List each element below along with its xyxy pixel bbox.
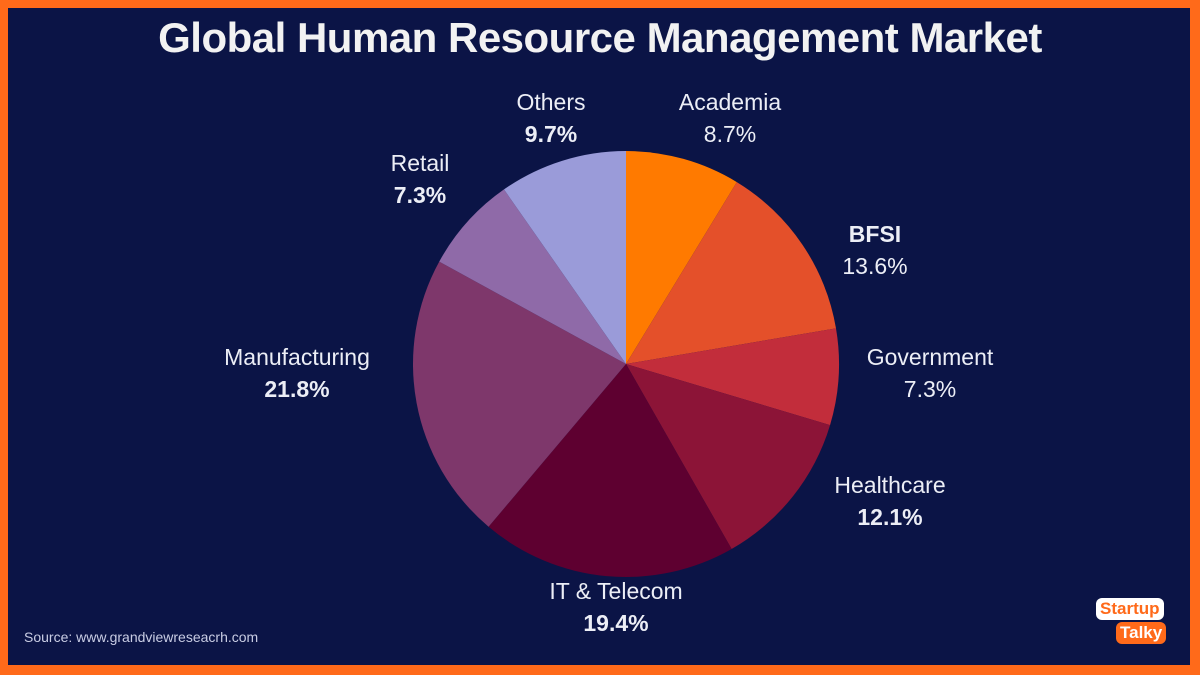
label-value: 12.1% (857, 504, 923, 530)
label-name: BFSI (848, 221, 902, 247)
source-note: Source: www.grandviewreseacrh.com (24, 629, 259, 645)
pie-slice-bfsi (626, 182, 836, 364)
label-value: 8.7% (703, 121, 757, 147)
slice-label-bfsi: BFSI 13.6% (842, 218, 907, 282)
label-name: Others (516, 89, 586, 115)
label-name: Academia (678, 89, 782, 115)
label-name: Retail (390, 150, 450, 176)
pie-slice-others (503, 151, 626, 364)
label-name: Manufacturing (224, 344, 370, 370)
slice-label-it-telecom: IT & Telecom 19.4% (549, 575, 682, 639)
label-name: Healthcare (834, 472, 946, 498)
logo-line2: Talky (1116, 622, 1167, 644)
label-value: 7.3% (393, 182, 447, 208)
label-name: IT & Telecom (549, 578, 683, 604)
pie-slice-it-telecom (488, 364, 732, 578)
pie-slice-government (626, 328, 839, 426)
pie-slice-manufacturing (413, 261, 626, 527)
label-name: Government (866, 344, 994, 370)
slice-label-others: Others 9.7% (516, 86, 585, 150)
pie-slice-retail (439, 189, 626, 364)
label-value: 13.6% (842, 253, 908, 279)
startuptalky-logo: Startup Talky (1096, 598, 1170, 650)
logo-line1: Startup (1096, 598, 1164, 620)
chart-title: Global Human Resource Management Market (158, 14, 1042, 61)
pie-slice-academia (626, 151, 737, 364)
label-value: 7.3% (903, 376, 957, 402)
label-value: 19.4% (583, 610, 649, 636)
pie-slice-healthcare (626, 364, 831, 549)
slice-label-healthcare: Healthcare 12.1% (834, 469, 945, 533)
slice-label-manufacturing: Manufacturing 21.8% (224, 341, 370, 405)
label-value: 21.8% (264, 376, 330, 402)
label-value: 9.7% (524, 121, 578, 147)
slice-label-retail: Retail 7.3% (391, 147, 450, 211)
slice-label-academia: Academia 8.7% (679, 86, 781, 150)
slice-label-government: Government 7.3% (867, 341, 994, 405)
